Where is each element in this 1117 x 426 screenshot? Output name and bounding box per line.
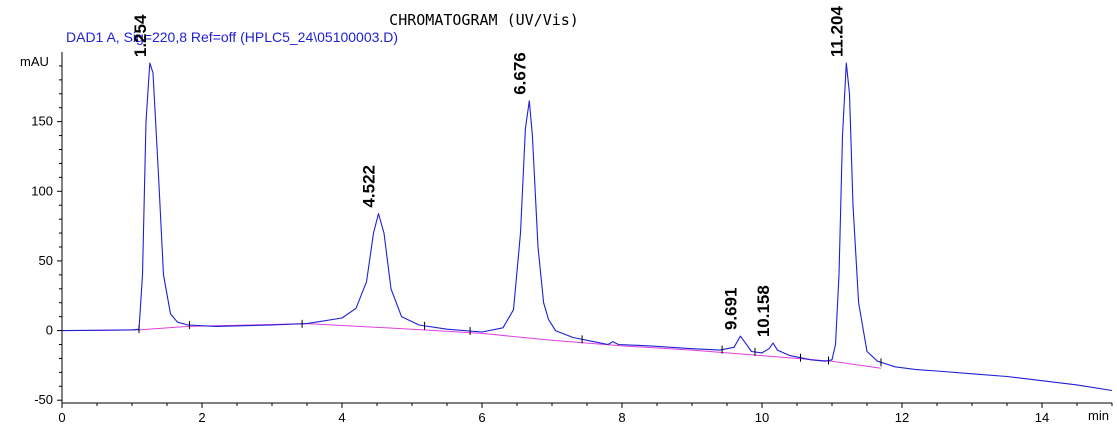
x-tick-label: 4 bbox=[338, 410, 345, 425]
x-tick-label: 2 bbox=[198, 410, 205, 425]
signal-trace bbox=[61, 62, 1113, 392]
y-tick-label: 50 bbox=[39, 253, 53, 268]
x-tick-label: 14 bbox=[1035, 410, 1049, 425]
peak-label: 6.676 bbox=[510, 52, 529, 95]
integration-marks bbox=[138, 319, 882, 367]
y-tick-label: 0 bbox=[46, 323, 53, 338]
x-tick-label: 6 bbox=[478, 410, 485, 425]
axes bbox=[61, 52, 1112, 404]
y-axis-label: mAU bbox=[20, 54, 49, 69]
chart-title: CHROMATOGRAM (UV/Vis) bbox=[389, 11, 579, 29]
peak-label: 4.522 bbox=[359, 165, 378, 208]
peak-labels: 1.254 4.522 6.676 9.691 10.158 11.204 bbox=[131, 6, 846, 338]
x-tick-label: 0 bbox=[58, 410, 65, 425]
integration-baseline bbox=[61, 323, 882, 369]
y-tick-label: -50 bbox=[34, 392, 53, 407]
chart-subtitle: DAD1 A, Sig=220,8 Ref=off (HPLC5_24\0510… bbox=[66, 29, 398, 45]
peak-label: 10.158 bbox=[754, 285, 773, 337]
x-tick-label: 12 bbox=[895, 410, 909, 425]
x-tick-label: 8 bbox=[618, 410, 625, 425]
peak-label: 1.254 bbox=[131, 14, 150, 57]
x-axis-label: min bbox=[1088, 408, 1109, 423]
x-tick-label: 10 bbox=[755, 410, 769, 425]
axis-ticks: 0 2 4 6 8 10 12 14 -50 0 50 100 150 bbox=[31, 65, 1113, 425]
baseline-line bbox=[61, 323, 882, 369]
y-tick-label: 100 bbox=[31, 183, 53, 198]
signal-line bbox=[61, 62, 1113, 392]
peak-label: 9.691 bbox=[721, 288, 740, 331]
y-tick-label: 150 bbox=[31, 114, 53, 129]
peak-label: 11.204 bbox=[827, 6, 846, 58]
